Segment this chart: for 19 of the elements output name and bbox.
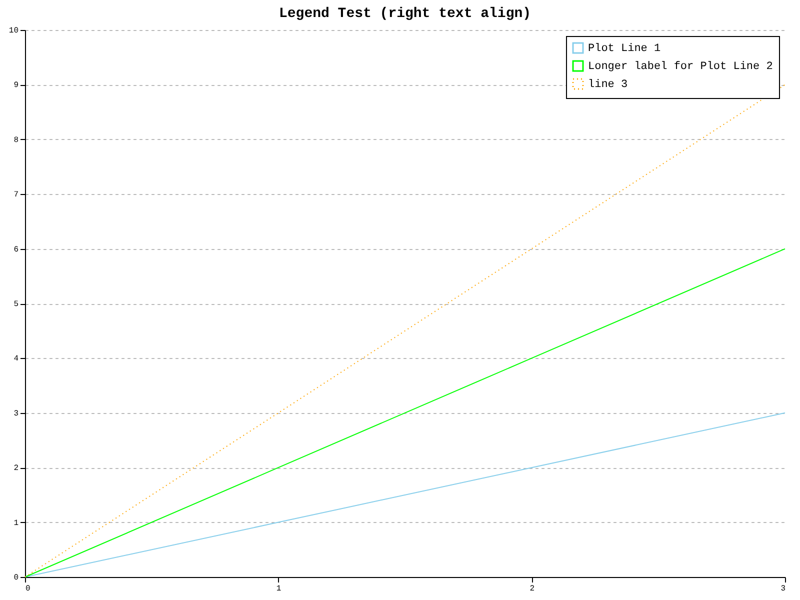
y-tick-label: 7 [14, 190, 19, 200]
legend-label: line 3 [588, 79, 628, 91]
y-tick-label: 8 [14, 136, 19, 145]
x-tick-label: 2 [530, 584, 535, 594]
y-tick-label: 4 [14, 354, 19, 364]
y-tick-label: 3 [14, 409, 19, 418]
chart-title: Legend Test (right text align) [278, 6, 532, 22]
y-tick-label: 1 [14, 518, 19, 528]
legend-label: Plot Line 1 [588, 43, 662, 55]
y-tick-label: 9 [14, 81, 19, 90]
x-tick-label: 0 [26, 584, 30, 594]
y-tick-label: 0 [14, 574, 19, 582]
x-tick-label: 3 [780, 584, 786, 594]
y-tick-label: 2 [14, 464, 19, 474]
legend-label: Longer label for Plot Line 2 [588, 61, 773, 73]
x-tick-label: 1 [276, 584, 282, 594]
y-tick-label: 6 [14, 245, 19, 254]
y-tick-label: 5 [14, 300, 19, 309]
y-tick-label: 10 [8, 26, 19, 36]
